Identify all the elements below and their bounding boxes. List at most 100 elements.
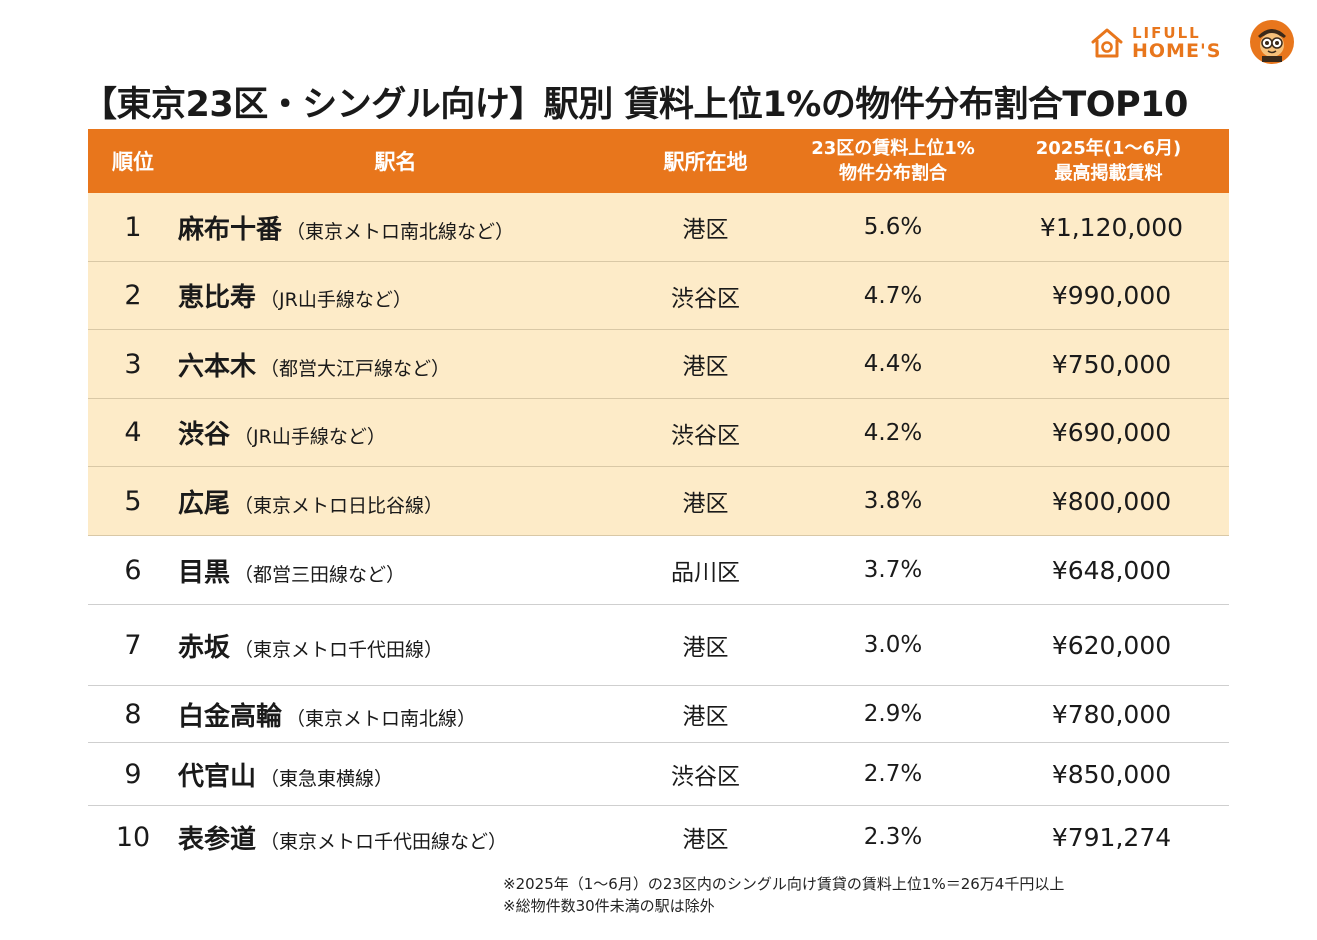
table-row: 7 赤坂 （東京メトロ千代田線） 港区 3.0% ¥620,000 [88, 605, 1229, 686]
table-row: 9 代官山 （東急東横線） 渋谷区 2.7% ¥850,000 [88, 743, 1229, 806]
footnote: ※総物件数30件未満の駅は除外 [503, 897, 715, 915]
header-share-line2: 物件分布割合 [839, 163, 947, 184]
station-name: 赤坂 [178, 632, 231, 663]
rent-cell: ¥791,274 [1051, 822, 1172, 852]
station-name: 広尾 [178, 488, 231, 519]
ward-cell: 港区 [682, 354, 729, 380]
rank-cell: 5 [124, 485, 142, 517]
rent-cell: ¥780,000 [1051, 699, 1172, 729]
rent-cell: ¥1,120,000 [1039, 212, 1184, 242]
table-row: 10 表参道 （東京メトロ千代田線など） 港区 2.3% ¥791,274 [88, 806, 1229, 868]
table-row: 3 六本木 （都営大江戸線など） 港区 4.4% ¥750,000 [88, 330, 1229, 399]
footnotes: ※2025年（1～6月）の23区内のシングル向け賃貸の賃料上位1%＝26万4千円… [503, 873, 1064, 917]
station-line: （都営大江戸線など） [260, 357, 451, 380]
header-rent: 2025年(1～6月) 最高掲載賃料 [988, 136, 1229, 186]
station-cell: 表参道 （東京メトロ千代田線など） [178, 819, 613, 856]
station-name: 麻布十番 [178, 214, 283, 245]
rent-cell: ¥750,000 [1051, 349, 1172, 379]
station-name: 白金高輪 [178, 701, 283, 732]
rank-cell: 4 [124, 417, 142, 448]
page-title: 【東京23区・シングル向け】駅別 賃料上位1%の物件分布割合TOP10 [82, 85, 1188, 125]
ward-cell: 港区 [682, 217, 729, 243]
station-cell: 代官山 （東急東横線） [178, 756, 613, 793]
table-row: 8 白金高輪 （東京メトロ南北線） 港区 2.9% ¥780,000 [88, 686, 1229, 743]
rent-cell: ¥850,000 [1051, 759, 1172, 789]
station-line: （JR山手線など） [260, 289, 412, 311]
station-name: 代官山 [178, 761, 257, 792]
station-line: （東京メトロ千代田線） [234, 638, 444, 661]
share-cell: 4.2% [863, 419, 923, 446]
station-cell: 渋谷 （JR山手線など） [178, 414, 613, 451]
table-row: 5 広尾 （東京メトロ日比谷線） 港区 3.8% ¥800,000 [88, 467, 1229, 536]
station-name: 目黒 [178, 557, 231, 588]
ward-cell: 渋谷区 [671, 422, 740, 449]
table-row: 1 麻布十番 （東京メトロ南北線など） 港区 5.6% ¥1,120,000 [88, 193, 1229, 262]
header-rank: 順位 [112, 150, 154, 174]
ward-cell: 港区 [682, 635, 729, 661]
header-station-name: 駅名 [374, 150, 417, 174]
station-cell: 白金高輪 （東京メトロ南北線） [178, 696, 613, 733]
share-cell: 3.0% [863, 632, 923, 658]
rank-cell: 7 [124, 629, 142, 661]
share-cell: 5.6% [863, 214, 923, 240]
station-name: 渋谷 [178, 420, 231, 450]
rank-cell: 1 [124, 211, 142, 243]
header-rent-line2: 最高掲載賃料 [1054, 163, 1163, 184]
rank-cell: 8 [124, 698, 142, 730]
station-name: 六本木 [178, 351, 257, 382]
table-row: 6 目黒 （都営三田線など） 品川区 3.7% ¥648,000 [88, 536, 1229, 605]
rent-cell: ¥690,000 [1051, 418, 1172, 447]
station-line: （東急東横線） [260, 767, 394, 790]
rank-cell: 6 [124, 554, 142, 586]
mascot-icon [1250, 20, 1294, 64]
share-cell: 3.7% [863, 557, 923, 583]
header-share-line1: 23区の賃料上位1% [811, 138, 975, 159]
brand-logo: LIFULL HOME'S [1090, 18, 1300, 68]
table-row: 2 恵比寿 （JR山手線など） 渋谷区 4.7% ¥990,000 [88, 262, 1229, 330]
house-icon [1091, 28, 1123, 58]
ward-cell: 品川区 [671, 560, 740, 586]
station-name: 恵比寿 [178, 283, 257, 313]
table-header: 順位 駅名 駅所在地 23区の賃料上位1% 物件分布割合 2025年(1～6月)… [88, 129, 1229, 193]
station-cell: 広尾 （東京メトロ日比谷線） [178, 483, 613, 520]
rank-cell: 3 [124, 348, 142, 380]
station-cell: 麻布十番 （東京メトロ南北線など） [178, 209, 613, 246]
ward-cell: 港区 [682, 827, 729, 853]
share-cell: 2.9% [863, 701, 923, 727]
rent-cell: ¥990,000 [1051, 281, 1172, 310]
ward-cell: 渋谷区 [671, 285, 740, 312]
table-row: 4 渋谷 （JR山手線など） 渋谷区 4.2% ¥690,000 [88, 399, 1229, 467]
ward-cell: 渋谷区 [671, 764, 740, 790]
rank-cell: 9 [124, 758, 142, 790]
header-rent-line1: 2025年(1～6月) [1035, 138, 1182, 159]
station-name: 表参道 [178, 824, 257, 855]
rank-cell: 2 [124, 280, 142, 311]
rent-cell: ¥800,000 [1051, 486, 1172, 516]
ward-cell: 港区 [682, 704, 729, 730]
rank-cell: 10 [115, 821, 151, 853]
station-line: （JR山手線など） [234, 426, 386, 448]
header-share: 23区の賃料上位1% 物件分布割合 [798, 136, 988, 186]
station-cell: 六本木 （都営大江戸線など） [178, 346, 613, 383]
share-cell: 4.4% [863, 351, 923, 377]
header-ward: 駅所在地 [663, 150, 748, 174]
ward-cell: 港区 [682, 491, 729, 517]
station-line: （東京メトロ千代田線など） [260, 830, 508, 853]
station-cell: 赤坂 （東京メトロ千代田線） [178, 627, 613, 664]
station-line: （東京メトロ南北線） [286, 707, 477, 730]
brand-name-big: HOME'S [1132, 40, 1222, 62]
station-line: （都営三田線など） [234, 563, 406, 586]
brand-name-small: LIFULL [1132, 24, 1201, 42]
share-cell: 3.8% [863, 488, 923, 514]
share-cell: 2.3% [863, 824, 923, 850]
station-line: （東京メトロ日比谷線） [234, 494, 444, 517]
share-cell: 2.7% [863, 761, 923, 787]
station-cell: 恵比寿 （JR山手線など） [178, 277, 613, 314]
rent-cell: ¥648,000 [1051, 555, 1172, 585]
rent-cell: ¥620,000 [1051, 630, 1172, 660]
footnote: ※2025年（1～6月）の23区内のシングル向け賃貸の賃料上位1%＝26万4千円… [503, 875, 1065, 893]
station-cell: 目黒 （都営三田線など） [178, 552, 613, 589]
station-line: （東京メトロ南北線など） [286, 220, 515, 243]
ranking-table: 順位 駅名 駅所在地 23区の賃料上位1% 物件分布割合 2025年(1～6月)… [88, 129, 1229, 868]
share-cell: 4.7% [863, 282, 923, 309]
